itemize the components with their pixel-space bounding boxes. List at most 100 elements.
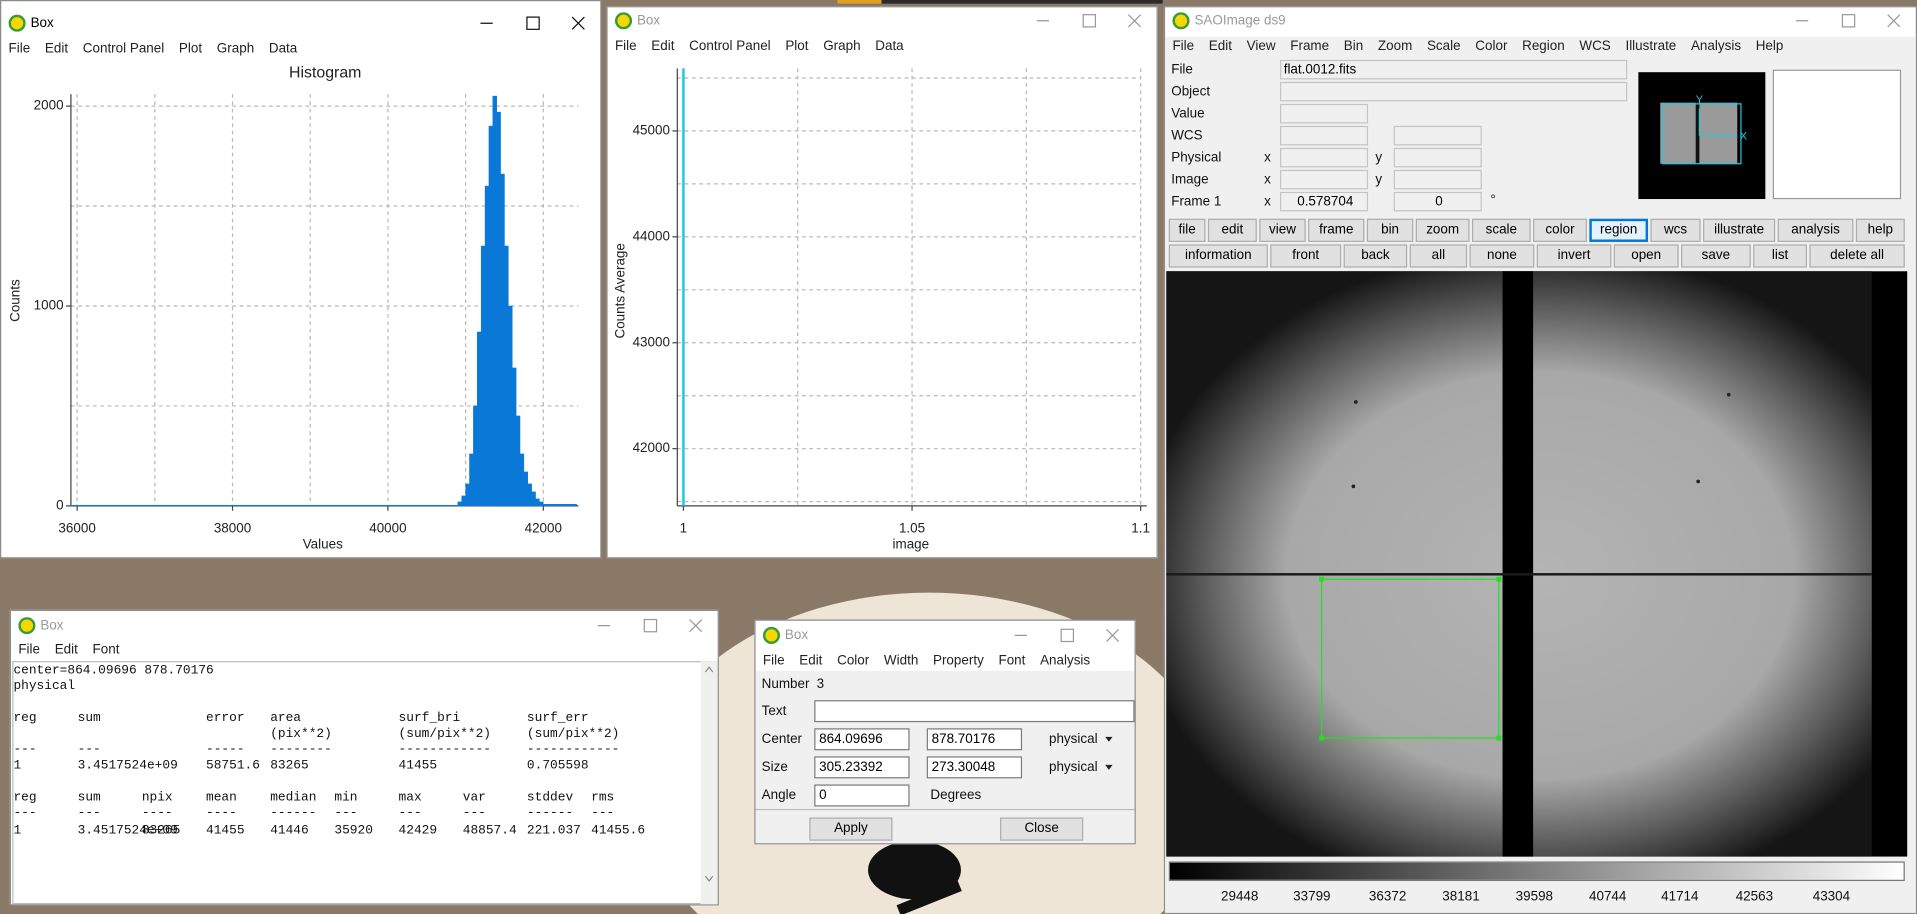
menu-item[interactable]: Edit — [44, 41, 69, 57]
info-label: File — [1171, 62, 1193, 77]
info-label: Object — [1171, 84, 1211, 99]
stats-window: Box File Edit Font center=864.09696 878.7017… — [9, 609, 719, 906]
field-label: Number — [761, 676, 810, 692]
menu-item[interactable]: Help — [1755, 39, 1784, 54]
info-field — [1280, 169, 1369, 190]
toolbar-button[interactable]: frame — [1308, 218, 1365, 242]
menu-item[interactable]: Color — [1475, 39, 1508, 54]
region-button[interactable]: invert — [1536, 244, 1612, 268]
region-button[interactable]: back — [1343, 244, 1408, 268]
colorbar-label: 39598 — [1515, 889, 1554, 905]
menu-item[interactable]: Plot — [785, 39, 809, 54]
menu-item[interactable]: Plot — [178, 41, 203, 57]
menu-item[interactable]: Edit — [54, 642, 78, 658]
toolbar-button[interactable]: view — [1259, 218, 1306, 242]
text-input[interactable] — [814, 700, 1135, 723]
menu-item[interactable]: Analysis — [1690, 39, 1742, 54]
menu-item[interactable]: Font — [998, 653, 1026, 669]
stats-text: mean — [206, 790, 237, 806]
coord-input[interactable]: 864.09696 — [814, 728, 910, 751]
menu-item[interactable]: File — [8, 41, 31, 57]
colorbar-label: 42563 — [1735, 889, 1774, 905]
menu-item[interactable]: Font — [92, 642, 120, 658]
stats-text: center=864.09696 878.70176 — [13, 663, 214, 679]
histogram-bar — [457, 501, 462, 507]
histogram-bar — [523, 471, 529, 507]
menu-item[interactable]: Region — [1522, 39, 1565, 54]
menu-item[interactable]: Color — [837, 653, 870, 669]
toolbar-button[interactable]: file — [1168, 218, 1206, 242]
menu-item[interactable]: Edit — [1208, 39, 1232, 54]
info-field — [1393, 169, 1482, 190]
region-button[interactable]: none — [1469, 244, 1535, 268]
menu-item[interactable]: Edit — [651, 39, 675, 54]
menu-bar: File Edit Control Panel Plot Graph Data — [9, 40, 298, 57]
menu-item[interactable]: Graph — [823, 39, 861, 54]
field-label: Center — [761, 731, 803, 747]
icon-ring — [614, 12, 633, 30]
menu-item[interactable]: Graph — [216, 41, 255, 57]
dialog-button[interactable]: Apply — [809, 817, 893, 841]
dialog-button[interactable]: Close — [1000, 817, 1084, 841]
menu-item[interactable]: Data — [875, 39, 904, 54]
image-overlay — [1319, 392, 1731, 741]
menu-item[interactable]: Analysis — [1040, 653, 1091, 669]
toolbar-button[interactable]: help — [1855, 218, 1905, 242]
toolbar-button[interactable]: analysis — [1777, 218, 1854, 242]
region-button[interactable]: front — [1270, 244, 1342, 268]
menu-item[interactable]: Control Panel — [82, 41, 165, 57]
coord-input[interactable]: 305.23392 — [814, 756, 910, 779]
region-button[interactable]: open — [1613, 244, 1679, 268]
menu-item[interactable]: Control Panel — [689, 39, 771, 54]
menu-item[interactable]: File — [1172, 39, 1195, 54]
toolbar-button[interactable]: color — [1533, 218, 1587, 242]
x-tick-label: 42000 — [525, 521, 562, 536]
menu-item[interactable]: Illustrate — [1625, 39, 1677, 54]
toolbar-button[interactable]: region — [1589, 218, 1649, 242]
menu-item[interactable]: View — [1246, 39, 1276, 54]
info-label: Physical — [1171, 150, 1222, 165]
detector-seam — [1166, 573, 1872, 576]
menu-item[interactable]: Property — [932, 653, 984, 669]
menu-item[interactable]: Data — [268, 41, 298, 57]
coord-input[interactable]: 878.70176 — [926, 728, 1023, 751]
menu-item[interactable]: Scale — [1426, 39, 1461, 54]
stats-text: --- — [398, 806, 422, 822]
axis-label: x — [1264, 194, 1271, 209]
toolbar-button[interactable]: scale — [1471, 218, 1531, 242]
toolbar-button[interactable]: edit — [1207, 218, 1257, 242]
menu-item[interactable]: Width — [883, 653, 919, 669]
region-button[interactable]: all — [1409, 244, 1468, 268]
region-button[interactable]: list — [1753, 244, 1807, 268]
angle-input[interactable]: 0 — [814, 784, 910, 807]
window-controls — [597, 618, 703, 633]
menu-item[interactable]: WCS — [1579, 39, 1611, 54]
region-button[interactable]: save — [1681, 244, 1751, 268]
region-button[interactable]: information — [1168, 244, 1268, 268]
stats-text: ---- — [141, 806, 173, 822]
menu-item[interactable]: Edit — [799, 653, 823, 669]
menu-item[interactable]: File — [614, 39, 637, 54]
x-tick-label: 1.1 — [1131, 521, 1150, 536]
toolbar-button[interactable]: illustrate — [1703, 218, 1776, 242]
region-button[interactable]: delete all — [1809, 244, 1905, 268]
toolbar-button[interactable]: bin — [1366, 218, 1414, 242]
stats-text: 83265 — [270, 758, 309, 774]
toolbar-button[interactable]: wcs — [1650, 218, 1701, 242]
colorbar-label: 40744 — [1588, 889, 1627, 905]
menu-item[interactable]: Zoom — [1377, 39, 1413, 54]
menu-item[interactable]: Frame — [1290, 39, 1330, 54]
menu-item[interactable]: Bin — [1343, 39, 1364, 54]
stats-text: 35920 — [334, 823, 373, 839]
coord-system-menu: physical — [1048, 731, 1098, 747]
axis-label: y — [1375, 172, 1383, 187]
toolbar-button[interactable]: zoom — [1415, 218, 1470, 242]
stats-text: ------ — [526, 806, 574, 822]
coord-input[interactable]: 273.30048 — [926, 756, 1023, 779]
window-controls — [1795, 14, 1901, 28]
menu-item[interactable]: File — [18, 642, 41, 658]
histogram-bar — [500, 173, 505, 507]
menu-item[interactable]: File — [762, 653, 785, 669]
info-field — [1280, 103, 1369, 124]
